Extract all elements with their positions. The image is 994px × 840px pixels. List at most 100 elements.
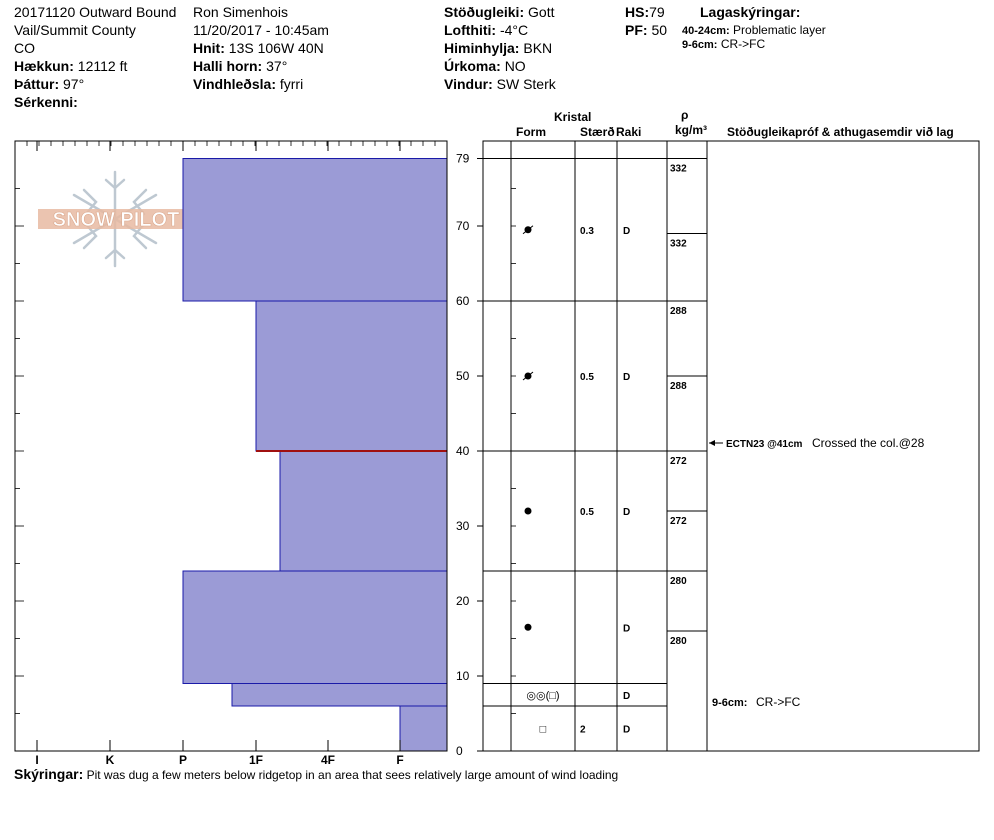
depth-tick-label: 50 [456,369,470,383]
decomposing-grain-stroke [522,371,534,381]
state: CO [14,40,35,56]
stability-row: Stöðugleiki: Gott [444,4,554,20]
moisture-value: D [623,507,630,518]
size-header: Stærð [580,125,615,139]
hardness-layer-bar [182,158,448,302]
wind-row: Vindur: SW Sterk [444,76,556,92]
coords-value: 13S 106W 40N [228,40,324,56]
hardness-tick-label: 1F [249,753,263,767]
density-value: 288 [670,306,687,317]
layer-notes-title: Lagaskýringar: [700,4,801,20]
crystal-header: Kristal [554,110,592,124]
hardness-layer-bar [231,683,448,707]
slope-row: Halli horn: 37° [193,58,287,74]
elevation-value: 12112 ft [77,58,128,74]
slope-value: 37° [266,58,288,74]
hs-label: HS: [625,4,650,20]
hardness-tick-label: K [106,753,115,767]
hardness-tick-label: P [179,753,187,767]
wind-loading-row: Vindhleðsla: fyrri [193,76,303,92]
layer-note-range: 40-24cm: [682,25,730,37]
precip-row: Úrkoma: NO [444,58,526,74]
moisture-value: D [623,725,630,736]
stability-test-comment: Crossed the col.@28 [812,436,925,450]
snowpilot-logo: SNOW PILOT [38,170,194,268]
air-temp-row: Lofthiti: -4°C [444,22,528,38]
sky-value: BKN [523,40,553,56]
hs-value: 79 [649,4,665,20]
hardness-tick-label: F [396,753,403,767]
depth-tick-label: 70 [456,219,470,233]
datetime: 11/20/2017 - 10:45am [193,22,329,38]
depth-tick-label: 79 [456,152,470,166]
air-temp-label: Lofthiti: [444,22,497,38]
tests-header: Stöðugleikapróf & athugasemdir við lag [727,125,954,139]
density-value: 280 [670,576,687,587]
wind-loading-label: Vindhleðsla: [193,76,276,92]
layer-note-text: CR->FC [720,37,766,51]
pf-value: 50 [651,22,668,38]
hardness-tick-label: I [35,753,38,767]
layer-note-text: Problematic layer [733,23,826,37]
elevation-row: Hækkun: 12112 ft [14,58,127,74]
depth-tick-label: 60 [456,294,470,308]
form-header: Form [516,125,546,139]
depth-tick-label: 30 [456,519,470,533]
precip-label: Úrkoma: [444,58,501,74]
features-label: Sérkenni: [14,94,78,110]
comments-row: Skýringar: Pit was dug a few meters belo… [14,766,618,782]
hs-row: HS:79 [625,4,665,20]
moisture-header: Raki [616,125,642,139]
density-value: 332 [670,164,687,175]
wind-value: SW Sterk [496,76,556,92]
depth-tick-label: 40 [456,444,470,458]
moisture-value: D [623,372,630,383]
hardness-layer-bar [399,705,448,752]
grain-size-value: 0.5 [580,372,594,383]
rounded-grain-icon [524,507,532,515]
hardness-layer-bar [279,450,448,572]
stability-test-code: ECTN23 @41cm [726,439,803,450]
site-name: 20171120 Outward Bound [14,4,177,20]
wind-label: Vindur: [444,76,493,92]
test-arrow-head [709,440,715,446]
comments-label: Skýringar: [14,766,84,782]
logo-text: SNOW PILOT [53,209,180,231]
density-value: 272 [670,456,687,467]
moisture-value: D [623,691,630,702]
table-frame [482,140,980,752]
precip-value: NO [504,58,526,74]
density-unit-header: kg/m³ [675,123,708,137]
grain-size-value: 0.5 [580,507,594,518]
layer-note: 40-24cm: Problematic layer [682,23,826,37]
hardness-layer-bar [255,300,448,452]
comments-text: Pit was dug a few meters below ridgetop … [86,768,619,782]
sky-label: Himinhylja: [444,40,520,56]
density-value: 272 [670,516,687,527]
aspect-value: 97° [63,76,85,92]
rho-header: ρ [681,108,689,122]
location: Vail/Summit County [14,22,136,38]
layer-comment-text: CR->FC [756,695,801,709]
depth-tick-label: 0 [456,744,463,758]
crust-grain-icon: ◎◎(□) [526,690,559,702]
grain-size-value: 0.3 [580,226,594,237]
grain-size-value: 2 [580,725,586,736]
depth-tick-label: 10 [456,669,470,683]
density-value: 332 [670,239,687,250]
layer-note: 9-6cm: CR->FC [682,37,765,51]
stability-value: Gott [528,4,555,20]
observer: Ron Simenhois [193,4,288,20]
air-temp-value: -4°C [499,22,529,38]
density-value: 280 [670,636,687,647]
slope-label: Halli horn: [193,58,263,74]
aspect-label: Þáttur: [14,76,60,92]
rounded-grain-icon [524,623,532,631]
stability-label: Stöðugleiki: [444,4,525,20]
moisture-value: D [623,623,630,634]
pf-label: PF: [625,22,648,38]
sky-row: Himinhylja: BKN [444,40,552,56]
elevation-label: Hækkun: [14,58,74,74]
moisture-value: D [623,226,630,237]
